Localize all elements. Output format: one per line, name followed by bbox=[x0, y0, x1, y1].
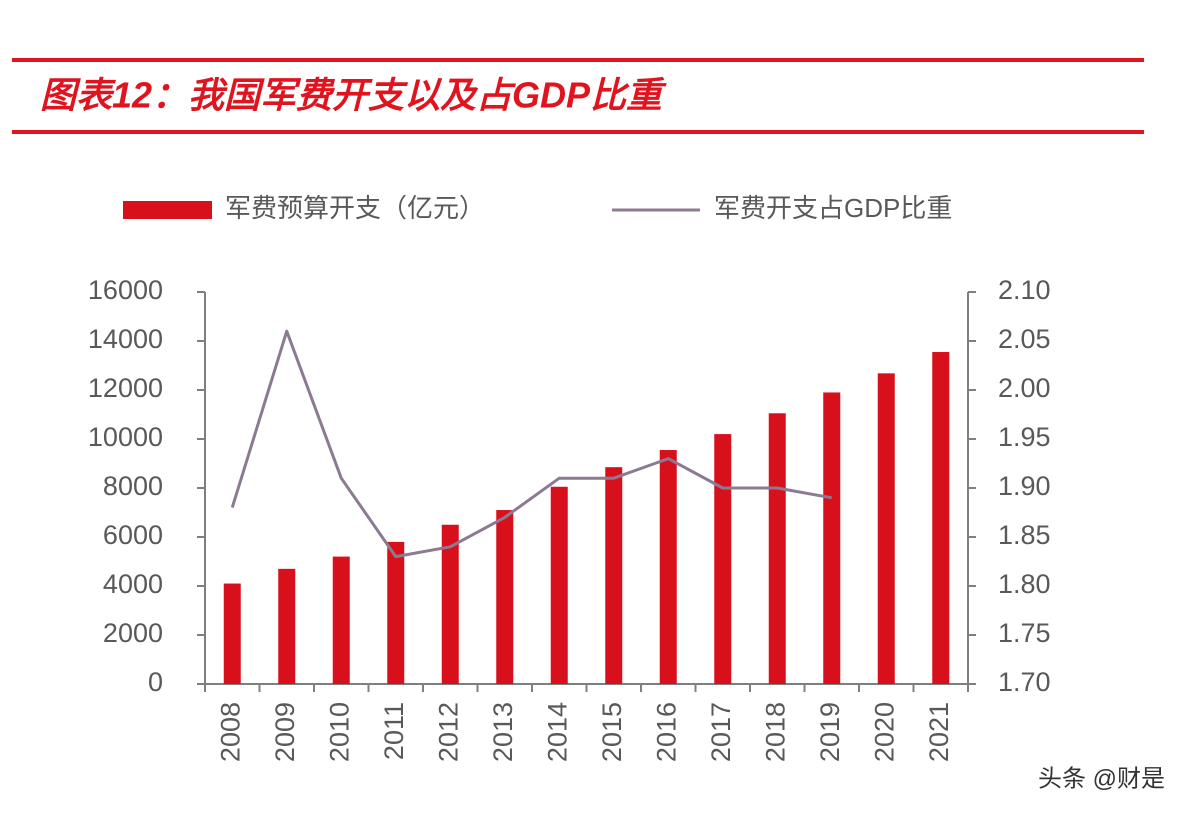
y2-tick-label: 2.05 bbox=[998, 324, 1051, 354]
y2-tick-label: 2.00 bbox=[998, 373, 1051, 403]
y2-tick-label: 1.90 bbox=[998, 471, 1051, 501]
x-tick-label: 2008 bbox=[215, 702, 245, 762]
y-tick-label: 10000 bbox=[88, 422, 163, 452]
legend-swatch bbox=[123, 201, 212, 219]
x-tick-label: 2015 bbox=[597, 702, 627, 762]
x-tick-label: 2009 bbox=[270, 702, 300, 762]
bar bbox=[714, 434, 732, 684]
x-tick-label: 2014 bbox=[542, 702, 572, 762]
x-tick-label: 2020 bbox=[869, 702, 899, 762]
bar bbox=[278, 568, 296, 684]
x-tick-label: 2011 bbox=[379, 702, 409, 760]
watermark: 头条 @财是 bbox=[1038, 765, 1165, 792]
bar bbox=[550, 486, 568, 684]
y-tick-label: 12000 bbox=[88, 373, 163, 403]
x-tick-label: 2016 bbox=[651, 702, 681, 762]
chart-title: 图表12：我国军费开支以及占GDP比重 bbox=[40, 75, 667, 116]
y2-tick-label: 1.75 bbox=[998, 618, 1051, 648]
bar bbox=[496, 510, 514, 684]
x-tick-label: 2019 bbox=[815, 702, 845, 762]
bar bbox=[332, 556, 350, 684]
y-tick-label: 14000 bbox=[88, 324, 163, 354]
bar bbox=[877, 373, 895, 684]
bar bbox=[823, 392, 841, 684]
legend-label: 军费预算开支（亿元） bbox=[225, 193, 485, 223]
y-tick-label: 2000 bbox=[103, 618, 163, 648]
y-tick-label: 16000 bbox=[88, 275, 163, 305]
y-tick-label: 6000 bbox=[103, 520, 163, 550]
bar bbox=[387, 541, 405, 684]
y2-tick-label: 1.80 bbox=[998, 569, 1051, 599]
bar bbox=[659, 450, 677, 684]
legend-label: 军费开支占GDP比重 bbox=[714, 193, 952, 223]
bar bbox=[223, 583, 241, 684]
y2-tick-label: 2.10 bbox=[998, 275, 1051, 305]
y2-tick-label: 1.85 bbox=[998, 520, 1051, 550]
y2-tick-label: 1.95 bbox=[998, 422, 1051, 452]
bar bbox=[441, 524, 459, 684]
y-tick-label: 8000 bbox=[103, 471, 163, 501]
x-tick-label: 2017 bbox=[706, 702, 736, 762]
y2-tick-label: 1.70 bbox=[998, 667, 1051, 697]
x-tick-label: 2012 bbox=[433, 702, 463, 762]
x-tick-label: 2013 bbox=[488, 702, 518, 762]
y-tick-label: 4000 bbox=[103, 569, 163, 599]
y-tick-label: 0 bbox=[148, 667, 163, 697]
bar bbox=[768, 413, 786, 684]
x-tick-label: 2018 bbox=[760, 702, 790, 762]
x-tick-label: 2021 bbox=[924, 702, 954, 762]
x-tick-label: 2010 bbox=[324, 702, 354, 762]
line bbox=[230, 329, 833, 559]
bar bbox=[605, 467, 623, 684]
bar bbox=[932, 352, 950, 684]
